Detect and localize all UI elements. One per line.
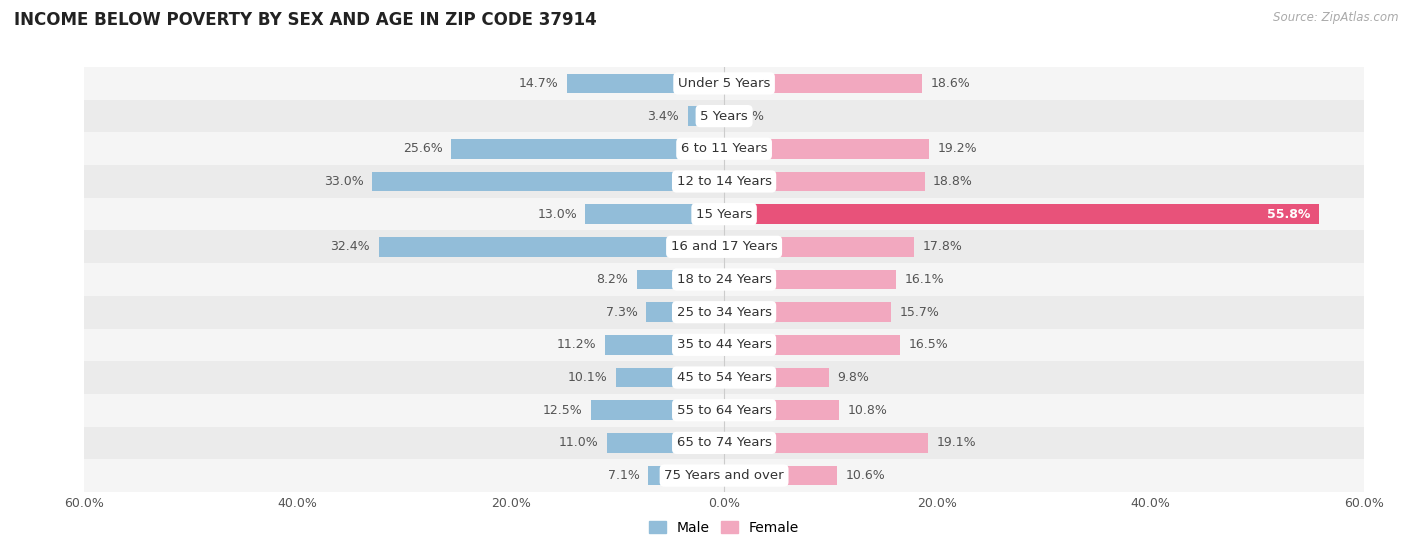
Bar	[591, 400, 724, 420]
Bar	[688, 106, 724, 126]
Bar	[647, 302, 724, 322]
Text: 7.1%: 7.1%	[607, 469, 640, 482]
Text: 25 to 34 Years: 25 to 34 Years	[676, 306, 772, 319]
Text: 12.5%: 12.5%	[543, 404, 582, 416]
Text: 15 Years: 15 Years	[696, 207, 752, 221]
Text: 32.4%: 32.4%	[330, 240, 370, 253]
Bar	[568, 74, 724, 93]
Text: 5 Years: 5 Years	[700, 110, 748, 122]
Text: 0.0%: 0.0%	[733, 110, 765, 122]
Text: 65 to 74 Years: 65 to 74 Years	[676, 437, 772, 449]
Bar	[648, 466, 724, 485]
Bar	[84, 394, 1364, 427]
Text: 3.4%: 3.4%	[648, 110, 679, 122]
Text: 55 to 64 Years: 55 to 64 Years	[676, 404, 772, 416]
Text: 6 to 11 Years: 6 to 11 Years	[681, 143, 768, 155]
Text: 35 to 44 Years: 35 to 44 Years	[676, 338, 772, 352]
Bar	[724, 172, 925, 191]
Text: 13.0%: 13.0%	[537, 207, 576, 221]
Bar	[378, 237, 724, 257]
Bar	[84, 263, 1364, 296]
Text: 10.8%: 10.8%	[848, 404, 887, 416]
Text: 18 to 24 Years: 18 to 24 Years	[676, 273, 772, 286]
Text: Source: ZipAtlas.com: Source: ZipAtlas.com	[1274, 11, 1399, 24]
Text: 9.8%: 9.8%	[837, 371, 869, 384]
Text: 55.8%: 55.8%	[1267, 207, 1310, 221]
Bar	[84, 329, 1364, 361]
Text: 18.6%: 18.6%	[931, 77, 970, 90]
Bar	[724, 466, 837, 485]
Text: 11.0%: 11.0%	[558, 437, 599, 449]
Text: 33.0%: 33.0%	[323, 175, 364, 188]
Text: 14.7%: 14.7%	[519, 77, 558, 90]
Bar	[724, 433, 928, 453]
Text: 16 and 17 Years: 16 and 17 Years	[671, 240, 778, 253]
Text: 11.2%: 11.2%	[557, 338, 596, 352]
Text: 45 to 54 Years: 45 to 54 Years	[676, 371, 772, 384]
Bar	[84, 100, 1364, 132]
Bar	[724, 269, 896, 290]
Bar	[84, 165, 1364, 198]
Text: 18.8%: 18.8%	[934, 175, 973, 188]
Bar	[724, 205, 1319, 224]
Bar	[724, 400, 839, 420]
Text: 10.6%: 10.6%	[845, 469, 886, 482]
Text: 15.7%: 15.7%	[900, 306, 939, 319]
Text: INCOME BELOW POVERTY BY SEX AND AGE IN ZIP CODE 37914: INCOME BELOW POVERTY BY SEX AND AGE IN Z…	[14, 11, 596, 29]
Bar	[585, 205, 724, 224]
Text: 10.1%: 10.1%	[568, 371, 607, 384]
Bar	[84, 459, 1364, 492]
Bar	[637, 269, 724, 290]
Bar	[724, 302, 891, 322]
Bar	[84, 296, 1364, 329]
Text: 17.8%: 17.8%	[922, 240, 962, 253]
Text: Under 5 Years: Under 5 Years	[678, 77, 770, 90]
Bar	[724, 139, 929, 159]
Bar	[84, 198, 1364, 230]
Text: 16.5%: 16.5%	[908, 338, 948, 352]
Bar	[84, 67, 1364, 100]
Bar	[724, 237, 914, 257]
Bar	[84, 230, 1364, 263]
Legend: Male, Female: Male, Female	[644, 515, 804, 540]
Text: 7.3%: 7.3%	[606, 306, 638, 319]
Bar	[84, 132, 1364, 165]
Bar	[451, 139, 724, 159]
Bar	[616, 368, 724, 387]
Text: 25.6%: 25.6%	[404, 143, 443, 155]
Bar	[607, 433, 724, 453]
Bar	[84, 361, 1364, 394]
Text: 75 Years and over: 75 Years and over	[664, 469, 785, 482]
Bar	[373, 172, 724, 191]
Bar	[605, 335, 724, 354]
Text: 19.1%: 19.1%	[936, 437, 976, 449]
Text: 12 to 14 Years: 12 to 14 Years	[676, 175, 772, 188]
Text: 19.2%: 19.2%	[938, 143, 977, 155]
Bar	[724, 335, 900, 354]
Text: 8.2%: 8.2%	[596, 273, 628, 286]
Bar	[724, 74, 922, 93]
Text: 16.1%: 16.1%	[904, 273, 943, 286]
Bar	[724, 368, 828, 387]
Bar	[84, 427, 1364, 459]
